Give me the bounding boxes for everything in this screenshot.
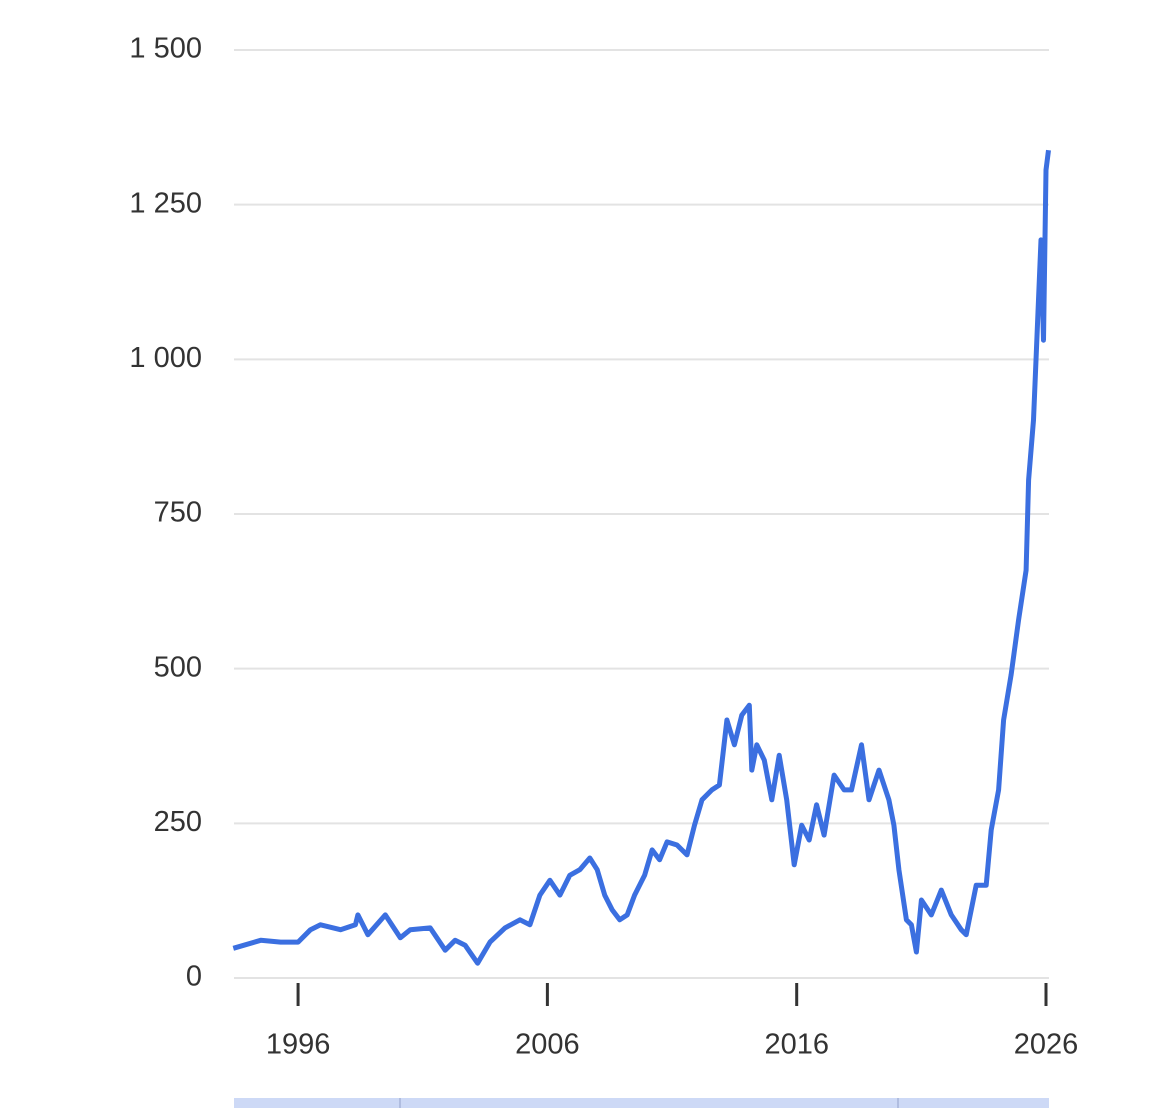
x-tick-label: 2006: [515, 1029, 580, 1061]
y-tick-label: 1 500: [129, 33, 202, 65]
y-tick-label: 750: [154, 497, 202, 529]
navigator[interactable]: [234, 1098, 1049, 1108]
y-tick-label: 1 250: [129, 187, 202, 219]
x-tick-label: 2016: [764, 1029, 829, 1061]
y-tick-label: 1 000: [129, 342, 202, 374]
x-tick-label: 2026: [1014, 1029, 1079, 1061]
x-tick-label: 1996: [266, 1029, 331, 1061]
line-series: [232, 149, 1051, 966]
y-tick-label: 250: [154, 806, 202, 838]
y-tick-label: 500: [154, 651, 202, 683]
y-tick-label: 0: [186, 961, 202, 993]
